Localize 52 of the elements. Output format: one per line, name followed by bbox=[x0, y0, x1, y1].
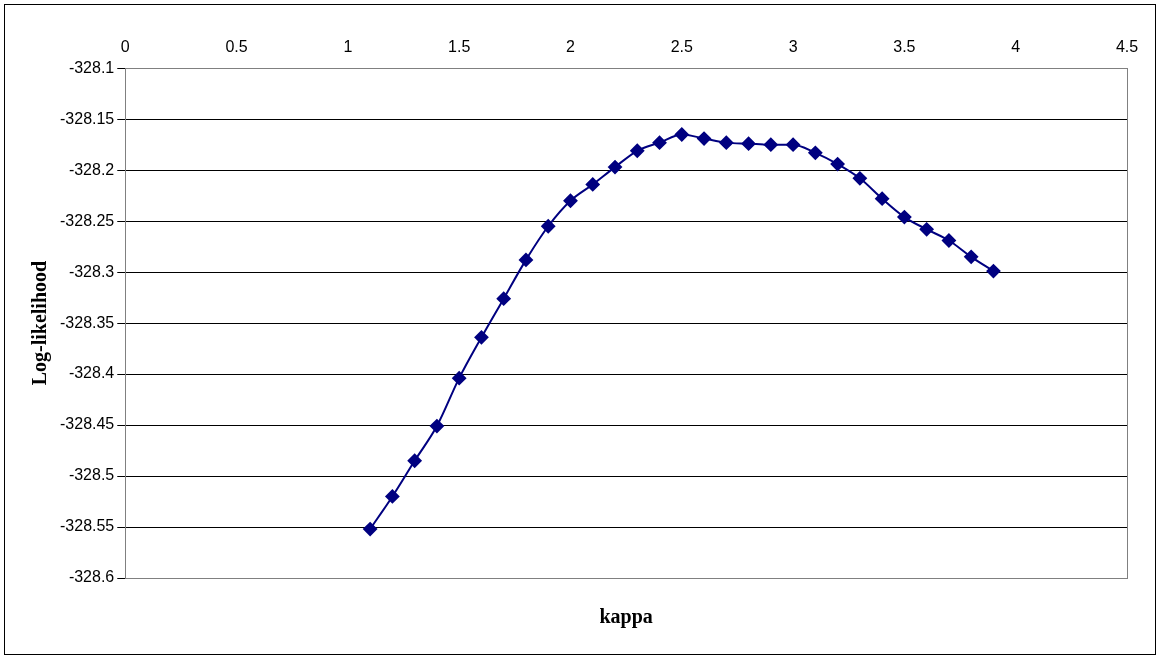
x-axis-title: kappa bbox=[599, 605, 653, 629]
x-tick-label: 0 bbox=[120, 38, 130, 56]
point bbox=[674, 127, 689, 142]
x-tick-label: 3 bbox=[788, 38, 798, 56]
x-tick-label: 2.5 bbox=[670, 38, 693, 56]
point bbox=[875, 191, 890, 206]
x-tick-label: 1 bbox=[343, 38, 353, 56]
x-tick-label: 0.5 bbox=[225, 38, 248, 56]
y-tick-label: -328.15 bbox=[60, 109, 115, 127]
point bbox=[697, 131, 712, 146]
y-tick-label: -328.6 bbox=[68, 568, 115, 586]
y-tick-label: -328.45 bbox=[60, 415, 115, 433]
y-tick-label: -328.4 bbox=[68, 364, 115, 382]
y-tick-label: -328.1 bbox=[68, 58, 115, 76]
point bbox=[830, 157, 845, 172]
y-axis-title: Log-likelihood bbox=[28, 260, 52, 386]
point bbox=[608, 160, 622, 175]
point bbox=[385, 489, 400, 504]
x-tick-label: 3.5 bbox=[893, 38, 916, 56]
point bbox=[496, 291, 511, 306]
point bbox=[452, 371, 467, 386]
point bbox=[518, 252, 533, 267]
y-tick-label: -328.2 bbox=[68, 160, 115, 178]
point bbox=[563, 193, 578, 208]
point bbox=[630, 143, 645, 158]
point bbox=[474, 330, 489, 345]
point bbox=[852, 171, 867, 186]
point bbox=[429, 419, 444, 434]
point bbox=[941, 233, 956, 248]
point bbox=[964, 249, 979, 264]
point bbox=[763, 137, 778, 152]
point bbox=[541, 219, 556, 234]
point bbox=[363, 522, 378, 537]
point bbox=[808, 145, 823, 160]
point bbox=[986, 264, 1001, 279]
y-tick-label: -328.3 bbox=[68, 262, 115, 280]
x-tick-label: 1.5 bbox=[448, 38, 471, 56]
point bbox=[407, 453, 422, 468]
y-tick-label: -328.55 bbox=[60, 517, 115, 535]
point bbox=[919, 222, 934, 237]
point bbox=[719, 135, 734, 150]
point bbox=[786, 137, 801, 152]
y-tick-label: -328.25 bbox=[60, 211, 115, 229]
point bbox=[652, 135, 667, 150]
point bbox=[741, 136, 756, 151]
x-tick-label: 4 bbox=[1011, 38, 1021, 56]
y-tick-label: -328.35 bbox=[60, 313, 115, 331]
point bbox=[585, 177, 600, 192]
x-tick-label: 4.5 bbox=[1115, 38, 1139, 56]
y-tick-label: -328.5 bbox=[68, 466, 115, 484]
x-tick-label: 2 bbox=[566, 38, 576, 56]
point bbox=[897, 210, 912, 225]
